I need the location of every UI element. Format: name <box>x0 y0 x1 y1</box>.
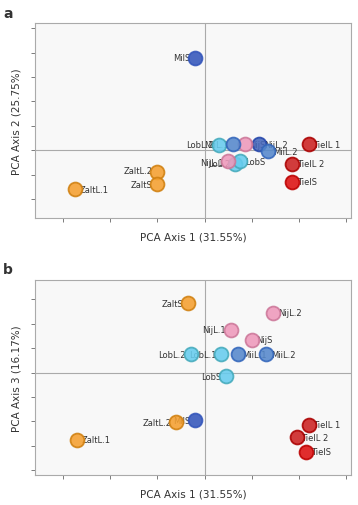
Text: MilS: MilS <box>173 54 190 63</box>
Text: NijL.2: NijL.2 <box>264 140 287 149</box>
Point <box>263 350 269 359</box>
Point <box>256 141 262 149</box>
Point <box>155 169 160 177</box>
Text: MiiL.2: MiiL.2 <box>273 147 297 157</box>
Text: TielL 1: TielL 1 <box>313 421 340 430</box>
Text: NijS: NijS <box>250 140 266 149</box>
Text: ZaltL.2: ZaltL.2 <box>142 418 171 427</box>
Point <box>218 350 224 359</box>
Text: MilS: MilS <box>173 416 190 425</box>
Text: ZaltS: ZaltS <box>162 299 183 308</box>
Text: NijL.2: NijL.2 <box>278 309 301 318</box>
Text: ZaltS: ZaltS <box>131 180 153 189</box>
Point <box>232 160 238 168</box>
Text: TielL 1: TielL 1 <box>313 140 340 149</box>
Text: NijS: NijS <box>257 335 273 344</box>
Text: TielS: TielS <box>297 178 317 187</box>
Point <box>266 148 271 156</box>
Point <box>192 416 198 424</box>
Point <box>303 448 309 456</box>
Point <box>226 158 231 166</box>
Text: ZaltL.2: ZaltL.2 <box>124 167 153 176</box>
Point <box>174 419 179 427</box>
Text: LobS: LobS <box>245 158 265 166</box>
Point <box>188 350 193 359</box>
Text: LobS: LobS <box>201 372 221 381</box>
Point <box>74 436 80 444</box>
Text: MiiL.2: MiiL.2 <box>271 350 295 359</box>
Point <box>270 309 276 317</box>
Point <box>216 142 222 150</box>
Point <box>306 141 311 149</box>
Text: NijL.1: NijL.1 <box>200 159 223 168</box>
Text: ZaltL.1: ZaltL.1 <box>79 185 108 194</box>
Text: TielS: TielS <box>311 447 331 457</box>
Text: MiiL.1: MiiL.1 <box>204 140 228 149</box>
X-axis label: PCA Axis 1 (31.55%): PCA Axis 1 (31.55%) <box>140 232 246 242</box>
Point <box>155 181 160 189</box>
Text: MiiL.1: MiiL.1 <box>242 350 267 359</box>
Point <box>185 299 191 308</box>
Point <box>289 178 295 186</box>
Point <box>192 55 198 63</box>
Point <box>223 372 229 380</box>
Text: NijL.1: NijL.1 <box>202 326 226 335</box>
Text: b: b <box>3 263 13 277</box>
Point <box>242 141 248 149</box>
Text: TielL 2: TielL 2 <box>301 433 329 442</box>
Point <box>306 421 311 429</box>
Y-axis label: PCA Axis 2 (25.75%): PCA Axis 2 (25.75%) <box>11 69 21 175</box>
Point <box>228 326 233 334</box>
Text: ZaltL.1: ZaltL.1 <box>82 435 111 444</box>
Y-axis label: PCA Axis 3 (16.17%): PCA Axis 3 (16.17%) <box>11 324 21 431</box>
X-axis label: PCA Axis 1 (31.55%): PCA Axis 1 (31.55%) <box>140 488 246 498</box>
Point <box>237 158 243 166</box>
Text: LobL.2: LobL.2 <box>187 140 214 149</box>
Point <box>230 141 236 149</box>
Point <box>289 160 295 168</box>
Point <box>235 350 241 359</box>
Text: LobL.1: LobL.1 <box>189 350 217 359</box>
Text: TielL 2: TielL 2 <box>297 160 324 169</box>
Text: a: a <box>3 7 13 21</box>
Point <box>249 336 255 344</box>
Text: LoL.2: LoL.2 <box>208 160 231 169</box>
Point <box>72 186 78 194</box>
Text: LobL.2: LobL.2 <box>158 350 186 359</box>
Point <box>294 433 300 441</box>
